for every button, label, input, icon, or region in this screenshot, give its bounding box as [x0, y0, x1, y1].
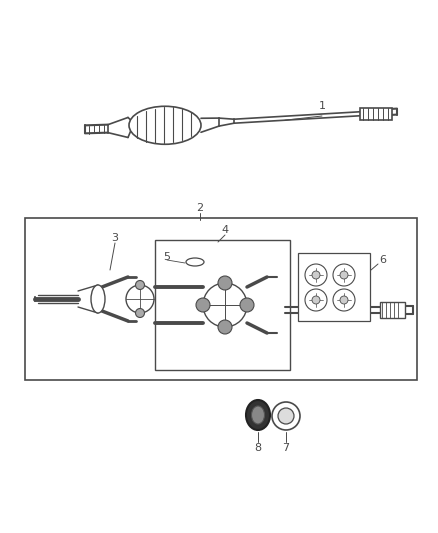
Ellipse shape [272, 402, 300, 430]
Circle shape [333, 264, 355, 286]
Circle shape [203, 283, 247, 327]
Ellipse shape [251, 406, 265, 424]
Circle shape [340, 271, 348, 279]
Text: 5: 5 [163, 252, 170, 262]
Bar [360, 108, 392, 120]
Circle shape [196, 298, 210, 312]
Circle shape [340, 296, 348, 304]
Text: 3: 3 [112, 233, 119, 243]
Ellipse shape [246, 400, 270, 430]
Bar [155, 240, 290, 370]
Bar [298, 253, 370, 321]
Text: 1: 1 [318, 101, 325, 111]
Text: 4: 4 [222, 225, 229, 235]
Circle shape [312, 271, 320, 279]
Circle shape [305, 264, 327, 286]
Circle shape [135, 309, 145, 318]
Ellipse shape [186, 258, 204, 266]
Text: 2: 2 [196, 203, 204, 213]
Circle shape [240, 298, 254, 312]
Circle shape [305, 289, 327, 311]
Text: 7: 7 [283, 443, 290, 453]
Ellipse shape [129, 106, 201, 144]
Text: 6: 6 [379, 255, 386, 265]
Circle shape [218, 276, 232, 290]
Ellipse shape [91, 285, 105, 313]
Circle shape [333, 289, 355, 311]
Ellipse shape [278, 408, 294, 424]
Text: 8: 8 [254, 443, 261, 453]
Bar [25, 218, 417, 380]
Circle shape [126, 285, 154, 313]
Circle shape [312, 296, 320, 304]
Circle shape [218, 320, 232, 334]
Bar [380, 302, 405, 318]
Circle shape [135, 280, 145, 289]
